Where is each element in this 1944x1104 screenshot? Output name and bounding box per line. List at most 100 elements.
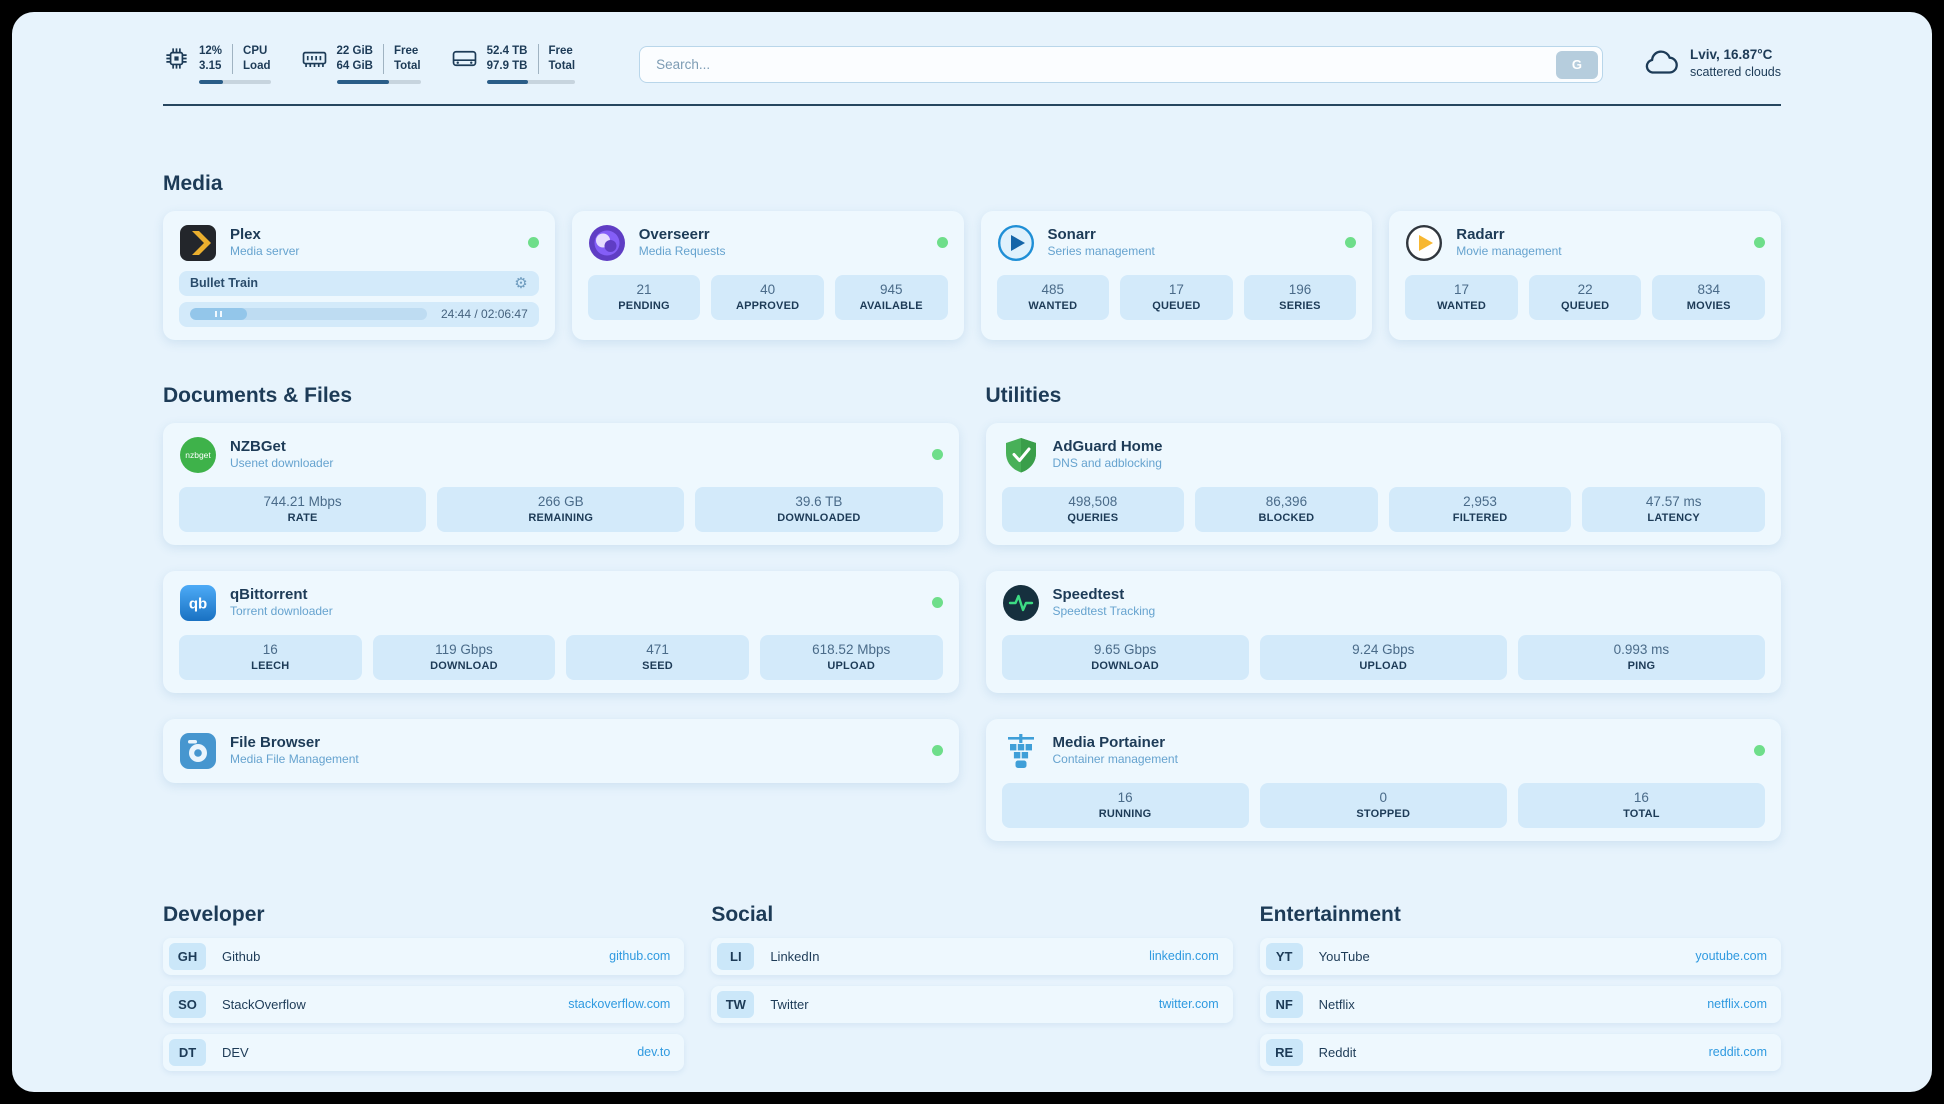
portainer-card: Media Portainer Container management 16 … — [985, 718, 1781, 841]
adguard-card: AdGuard Home DNS and adblocking 498,508 … — [985, 422, 1781, 545]
stat-value: 17 — [1454, 281, 1470, 297]
stat-label: UPLOAD — [1359, 659, 1408, 672]
bookmark-url[interactable]: reddit.com — [1708, 1045, 1767, 1060]
section-title-developer: Developer — [163, 902, 265, 926]
radarr-icon — [1405, 224, 1443, 262]
playback-time: 24:44 / 02:06:47 — [441, 307, 528, 322]
overseerr-icon — [588, 224, 626, 262]
stat-value: 945 — [879, 281, 903, 297]
bookmark-badge: GH — [169, 942, 206, 970]
bookmark-url[interactable]: github.com — [609, 949, 671, 964]
bookmark-badge: DT — [169, 1038, 206, 1066]
qbittorrent-app-link[interactable]: qb qBittorrent Torrent downloader — [179, 584, 943, 622]
bookmark-linkedin[interactable]: LI LinkedIn linkedin.com — [711, 937, 1233, 975]
bookmark-url[interactable]: dev.to — [637, 1045, 671, 1060]
stat-tile: 2,953 FILTERED — [1388, 486, 1572, 532]
ram-icon — [301, 45, 328, 72]
disk-free-value: 52.4 TB — [486, 45, 528, 57]
stat-tile: 0 STOPPED — [1259, 782, 1507, 828]
overseerr-app-link[interactable]: Overseerr Media Requests — [588, 224, 948, 262]
bookmark-dev[interactable]: DT DEV dev.to — [163, 1033, 685, 1071]
stat-label: PENDING — [618, 299, 670, 312]
stat-label: WANTED — [1437, 299, 1486, 312]
stat-value: 21 — [636, 281, 652, 297]
plex-playback-row: 24:44 / 02:06:47 — [179, 301, 539, 327]
stat-label: AVAILABLE — [859, 299, 923, 312]
speedtest-card: Speedtest Speedtest Tracking 9.65 Gbps D… — [985, 570, 1781, 693]
stat-label: DOWNLOAD — [1091, 659, 1159, 672]
stat-label: TOTAL — [1623, 807, 1660, 820]
search-input[interactable] — [644, 57, 1556, 72]
disk-total-value: 97.9 TB — [486, 59, 528, 72]
stat-tile: 945 AVAILABLE — [834, 274, 948, 320]
stat-value: 266 GB — [537, 493, 584, 509]
speedtest-app-link[interactable]: Speedtest Speedtest Tracking — [1002, 584, 1766, 622]
stat-tile: 119 Gbps DOWNLOAD — [372, 634, 556, 680]
dashboard-page: 12% 3.15 CPU Load 22 GiB — [12, 12, 1932, 1092]
stat-label: DOWNLOAD — [430, 659, 498, 672]
search-bar: G — [639, 46, 1603, 83]
app-subtitle: Series management — [1047, 244, 1155, 259]
svg-text:nzbget: nzbget — [185, 450, 211, 460]
bookmark-badge: RE — [1265, 1038, 1303, 1066]
sonarr-card: Sonarr Series management 485 WANTED 17 Q… — [980, 210, 1373, 340]
app-subtitle: Usenet downloader — [230, 456, 334, 471]
qbittorrent-card: qb qBittorrent Torrent downloader 16 LEE… — [163, 570, 959, 693]
nzbget-icon: nzbget — [179, 436, 217, 474]
stat-value: 39.6 TB — [795, 493, 843, 509]
filebrowser-app-link[interactable]: File Browser Media File Management — [179, 732, 943, 770]
bookmark-url[interactable]: twitter.com — [1158, 997, 1219, 1012]
nzbget-app-link[interactable]: nzbget NZBGet Usenet downloader — [179, 436, 943, 474]
stat-value: 834 — [1697, 281, 1720, 297]
bookmark-badge: SO — [169, 990, 206, 1018]
adguard-app-link[interactable]: AdGuard Home DNS and adblocking — [1002, 436, 1766, 474]
bookmark-url[interactable]: youtube.com — [1695, 949, 1767, 964]
sonarr-app-link[interactable]: Sonarr Series management — [997, 224, 1357, 262]
ram-widget: 22 GiB 64 GiB Free Total — [301, 44, 421, 84]
status-dot — [1754, 237, 1765, 249]
stat-value: 9.65 Gbps — [1093, 641, 1157, 657]
bookmark-group-entertainment: Entertainment YT YouTube youtube.com NF … — [1259, 903, 1781, 1071]
bookmark-url[interactable]: linkedin.com — [1149, 949, 1219, 964]
gear-icon[interactable]: ⚙ — [514, 274, 528, 292]
status-dot — [936, 237, 948, 249]
bookmark-twitter[interactable]: TW Twitter twitter.com — [711, 985, 1233, 1023]
bookmark-netflix[interactable]: NF Netflix netflix.com — [1259, 985, 1781, 1023]
stat-tile: 16 TOTAL — [1517, 782, 1765, 828]
stat-value: 16 — [1633, 789, 1649, 805]
stat-tile: 16 LEECH — [179, 634, 362, 680]
disk-label-top: Free — [548, 45, 573, 57]
radarr-app-link[interactable]: Radarr Movie management — [1405, 224, 1765, 262]
stat-value: 618.52 Mbps — [812, 641, 891, 657]
stat-value: 86,396 — [1265, 493, 1308, 509]
stat-tile: 40 APPROVED — [711, 274, 824, 320]
filebrowser-icon — [179, 732, 217, 770]
status-dot — [931, 597, 943, 609]
stat-label: QUEUED — [1560, 299, 1610, 312]
stat-tile: 744.21 Mbps RATE — [179, 486, 427, 532]
plex-app-link[interactable]: Plex Media server — [179, 224, 539, 262]
stat-tile: 86,396 BLOCKED — [1195, 486, 1378, 532]
stat-value: 16 — [262, 641, 278, 657]
stat-value: 0.993 ms — [1613, 641, 1670, 657]
stat-value: 47.57 ms — [1645, 493, 1702, 509]
bookmark-reddit[interactable]: RE Reddit reddit.com — [1259, 1033, 1781, 1071]
portainer-app-link[interactable]: Media Portainer Container management — [1002, 732, 1765, 770]
bookmark-group-social: Social LI LinkedIn linkedin.com TW Twitt… — [711, 902, 1233, 1071]
section-title-social: Social — [711, 902, 774, 926]
bookmark-stackoverflow[interactable]: SO StackOverflow stackoverflow.com — [163, 985, 685, 1023]
bookmark-url[interactable]: netflix.com — [1707, 997, 1767, 1012]
bookmark-github[interactable]: GH Github github.com — [163, 937, 685, 975]
search-engine-button[interactable]: G — [1555, 50, 1598, 79]
stat-tile: 21 PENDING — [587, 274, 701, 320]
stat-tile: 9.24 Gbps UPLOAD — [1259, 634, 1507, 680]
cpu-percent: 12% — [199, 45, 223, 57]
bookmark-youtube[interactable]: YT YouTube youtube.com — [1259, 937, 1781, 975]
bookmark-name: StackOverflow — [222, 996, 306, 1012]
bookmark-url[interactable]: stackoverflow.com — [568, 997, 671, 1012]
stat-value: 119 Gbps — [435, 641, 493, 657]
bookmark-badge: TW — [717, 990, 755, 1018]
stat-label: RUNNING — [1098, 807, 1152, 820]
bookmark-name: LinkedIn — [770, 948, 820, 964]
